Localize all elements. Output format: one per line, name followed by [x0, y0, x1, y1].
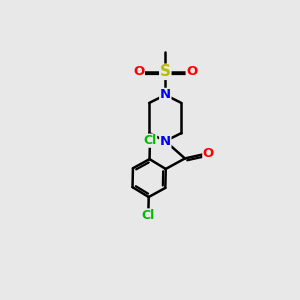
Text: O: O — [133, 65, 144, 78]
Text: Cl: Cl — [143, 134, 157, 147]
Text: N: N — [160, 88, 171, 101]
Text: S: S — [160, 64, 171, 79]
Text: N: N — [160, 135, 171, 148]
Text: Cl: Cl — [142, 209, 155, 222]
Text: O: O — [186, 65, 197, 78]
Text: O: O — [203, 147, 214, 160]
